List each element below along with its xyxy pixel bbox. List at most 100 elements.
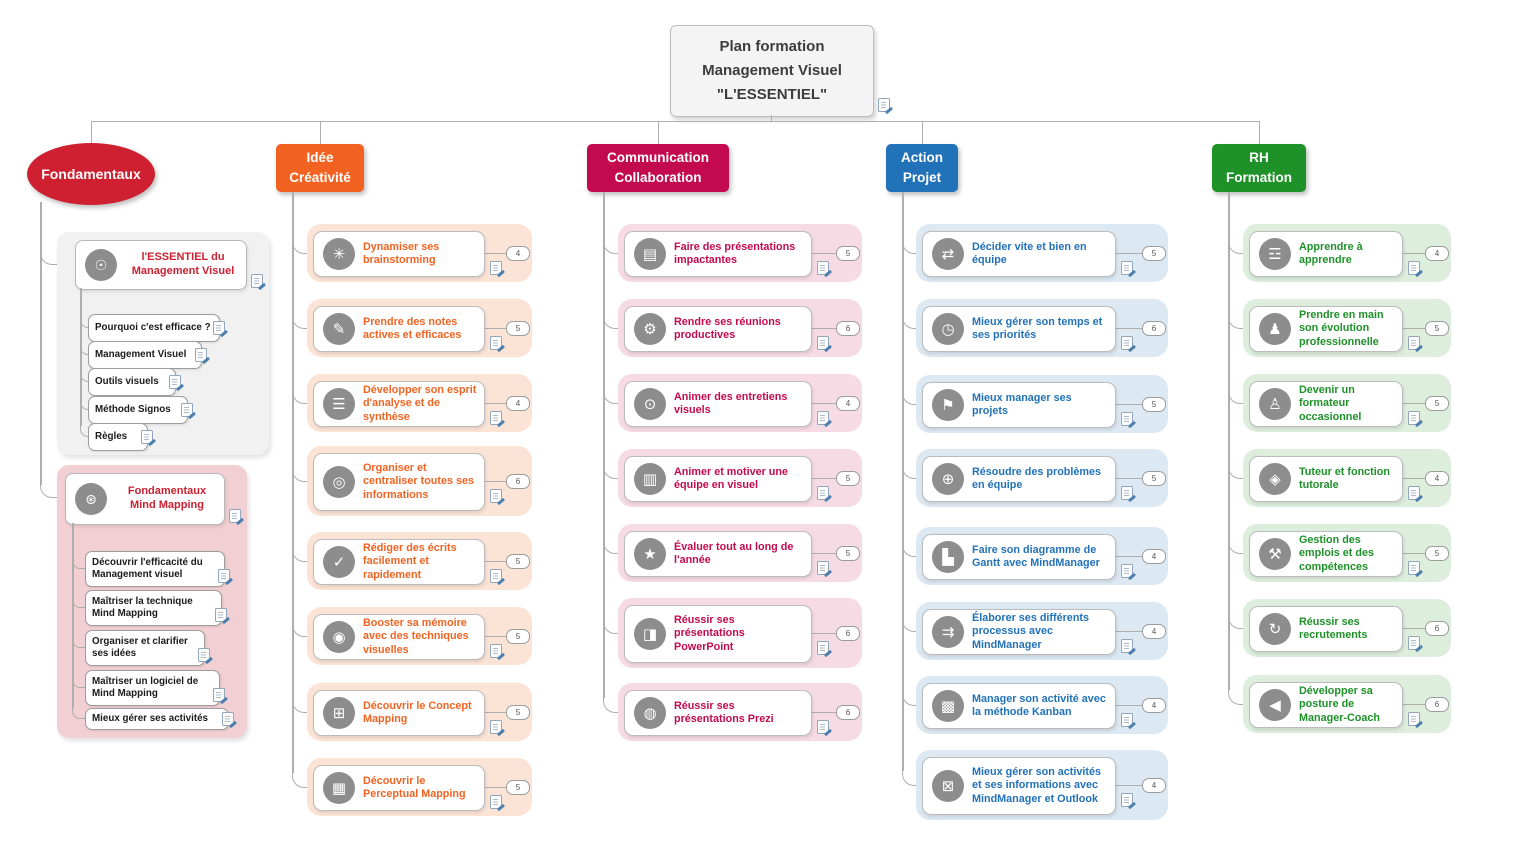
topic-action-7[interactable]: ⊠ Mieux gérer son activités et ses inform… [922, 757, 1116, 815]
notes-icon[interactable] [1121, 793, 1133, 807]
topic-action-1[interactable]: ◷ Mieux gérer son temps et ses priorités [922, 306, 1116, 352]
subtopic-count-badge[interactable]: 4 [1425, 246, 1449, 261]
topic-fondamentaux-1-4[interactable]: Mieux gérer ses activités [85, 708, 229, 730]
subtopic-count-badge[interactable]: 5 [506, 554, 530, 569]
topic-fondamentaux-0-0[interactable]: Pourquoi c'est efficace ? [88, 314, 220, 342]
notes-icon[interactable] [490, 795, 502, 809]
topic-idee-2[interactable]: ☰ Développer son esprit d'analyse et de s… [313, 381, 485, 427]
topic-idee-6[interactable]: ⊞ Découvrir le Concept Mapping [313, 690, 485, 736]
topic-fondamentaux-1-2[interactable]: Organiser et clarifier ses idées [85, 630, 205, 666]
notes-icon[interactable] [218, 569, 230, 583]
subtopic-count-badge[interactable]: 5 [506, 629, 530, 644]
branch-rh[interactable]: RH Formation [1212, 144, 1306, 192]
notes-icon[interactable] [1408, 336, 1420, 350]
topic-idee-5[interactable]: ◉ Booster sa mémoire avec des techniques … [313, 614, 485, 660]
notes-icon[interactable] [817, 641, 829, 655]
notes-icon[interactable] [181, 403, 193, 417]
notes-icon[interactable] [490, 569, 502, 583]
subtopic-count-badge[interactable]: 5 [506, 321, 530, 336]
notes-icon[interactable] [1408, 561, 1420, 575]
notes-icon[interactable] [878, 98, 890, 112]
notes-icon[interactable] [817, 720, 829, 734]
branch-fondamentaux[interactable]: Fondamentaux [27, 143, 155, 205]
subtopic-count-badge[interactable]: 6 [836, 705, 860, 720]
notes-icon[interactable] [490, 644, 502, 658]
topic-comm-6[interactable]: ◍ Réussir ses présentations Prezi [624, 690, 812, 736]
topic-fondamentaux-group-1[interactable]: ⊛ Fondamentaux Mind Mapping [65, 473, 225, 525]
topic-fondamentaux-1-0[interactable]: Découvrir l'efficacité du Management vis… [85, 551, 225, 587]
topic-fondamentaux-group-0[interactable]: ☉ l'ESSENTIEL du Management Visuel [75, 240, 247, 290]
topic-rh-5[interactable]: ↻ Réussir ses recrutements [1249, 606, 1403, 652]
subtopic-count-badge[interactable]: 4 [836, 396, 860, 411]
subtopic-count-badge[interactable]: 5 [1425, 396, 1449, 411]
topic-comm-4[interactable]: ★ Évaluer tout au long de l'année [624, 531, 812, 577]
topic-comm-5[interactable]: ◨ Réussir ses présentations PowerPoint [624, 605, 812, 663]
subtopic-count-badge[interactable]: 4 [506, 246, 530, 261]
notes-icon[interactable] [817, 411, 829, 425]
topic-fondamentaux-1-1[interactable]: Maîtriser la technique Mind Mapping [85, 590, 222, 626]
topic-idee-0[interactable]: ✳ Dynamiser ses brainstorming [313, 231, 485, 277]
subtopic-count-badge[interactable]: 5 [1142, 471, 1166, 486]
subtopic-count-badge[interactable]: 4 [1142, 698, 1166, 713]
subtopic-count-badge[interactable]: 5 [506, 780, 530, 795]
subtopic-count-badge[interactable]: 6 [1425, 621, 1449, 636]
notes-icon[interactable] [490, 720, 502, 734]
notes-icon[interactable] [213, 321, 225, 335]
topic-rh-6[interactable]: ◀ Développer sa posture de Manager-Coach [1249, 682, 1403, 728]
notes-icon[interactable] [1408, 636, 1420, 650]
branch-comm[interactable]: Communication Collaboration [587, 144, 729, 192]
topic-fondamentaux-1-3[interactable]: Maîtriser un logiciel de Mind Mapping [85, 670, 220, 706]
subtopic-count-badge[interactable]: 5 [836, 246, 860, 261]
topic-fondamentaux-0-4[interactable]: Règles [88, 423, 148, 451]
subtopic-count-badge[interactable]: 4 [1142, 549, 1166, 564]
topic-comm-3[interactable]: ▥ Animer et motiver une équipe en visuel [624, 456, 812, 502]
topic-fondamentaux-0-3[interactable]: Méthode Signos [88, 396, 188, 424]
notes-icon[interactable] [198, 648, 210, 662]
notes-icon[interactable] [1121, 564, 1133, 578]
notes-icon[interactable] [229, 509, 241, 523]
subtopic-count-badge[interactable]: 5 [1425, 321, 1449, 336]
subtopic-count-badge[interactable]: 4 [1142, 624, 1166, 639]
topic-action-6[interactable]: ▩ Manager son activité avec la méthode Ka… [922, 683, 1116, 729]
branch-idee[interactable]: Idée Créativité [276, 144, 364, 192]
topic-comm-2[interactable]: ⊙ Animer des entretiens visuels [624, 381, 812, 427]
notes-icon[interactable] [490, 411, 502, 425]
topic-action-4[interactable]: ▙ Faire son diagramme de Gantt avec MindM… [922, 534, 1116, 580]
notes-icon[interactable] [141, 430, 153, 444]
topic-action-0[interactable]: ⇄ Décider vite et bien en équipe [922, 231, 1116, 277]
topic-rh-3[interactable]: ◈ Tuteur et fonction tutorale [1249, 456, 1403, 502]
notes-icon[interactable] [169, 375, 181, 389]
notes-icon[interactable] [1121, 639, 1133, 653]
notes-icon[interactable] [1408, 261, 1420, 275]
notes-icon[interactable] [1121, 713, 1133, 727]
notes-icon[interactable] [1408, 486, 1420, 500]
notes-icon[interactable] [817, 486, 829, 500]
notes-icon[interactable] [1408, 411, 1420, 425]
subtopic-count-badge[interactable]: 6 [836, 321, 860, 336]
notes-icon[interactable] [817, 336, 829, 350]
subtopic-count-badge[interactable]: 6 [506, 474, 530, 489]
subtopic-count-badge[interactable]: 5 [1142, 246, 1166, 261]
topic-rh-0[interactable]: ☲ Apprendre à apprendre [1249, 231, 1403, 277]
notes-icon[interactable] [1121, 486, 1133, 500]
subtopic-count-badge[interactable]: 5 [1425, 546, 1449, 561]
notes-icon[interactable] [251, 274, 263, 288]
topic-fondamentaux-0-2[interactable]: Outils visuels [88, 368, 176, 396]
central-topic[interactable]: Plan formation Management Visuel "L'ESSE… [670, 25, 874, 117]
notes-icon[interactable] [213, 688, 225, 702]
subtopic-count-badge[interactable]: 5 [836, 471, 860, 486]
notes-icon[interactable] [195, 348, 207, 362]
notes-icon[interactable] [1408, 712, 1420, 726]
topic-action-5[interactable]: ⇉ Élaborer ses différents processus avec … [922, 609, 1116, 655]
topic-action-2[interactable]: ⚑ Mieux manager ses projets [922, 382, 1116, 428]
topic-idee-3[interactable]: ◎ Organiser et centraliser toutes ses inf… [313, 453, 485, 511]
topic-rh-1[interactable]: ♟ Prendre en main son évolution professio… [1249, 306, 1403, 352]
topic-comm-0[interactable]: ▤ Faire des présentations impactantes [624, 231, 812, 277]
topic-rh-2[interactable]: ♙ Devenir un formateur occasionnel [1249, 381, 1403, 427]
topic-idee-7[interactable]: ▦ Découvrir le Perceptual Mapping [313, 765, 485, 811]
notes-icon[interactable] [490, 489, 502, 503]
subtopic-count-badge[interactable]: 4 [1142, 778, 1166, 793]
topic-fondamentaux-0-1[interactable]: Management Visuel [88, 341, 202, 369]
notes-icon[interactable] [1121, 336, 1133, 350]
topic-idee-4[interactable]: ✓ Rédiger des écrits facilement et rapide… [313, 539, 485, 585]
